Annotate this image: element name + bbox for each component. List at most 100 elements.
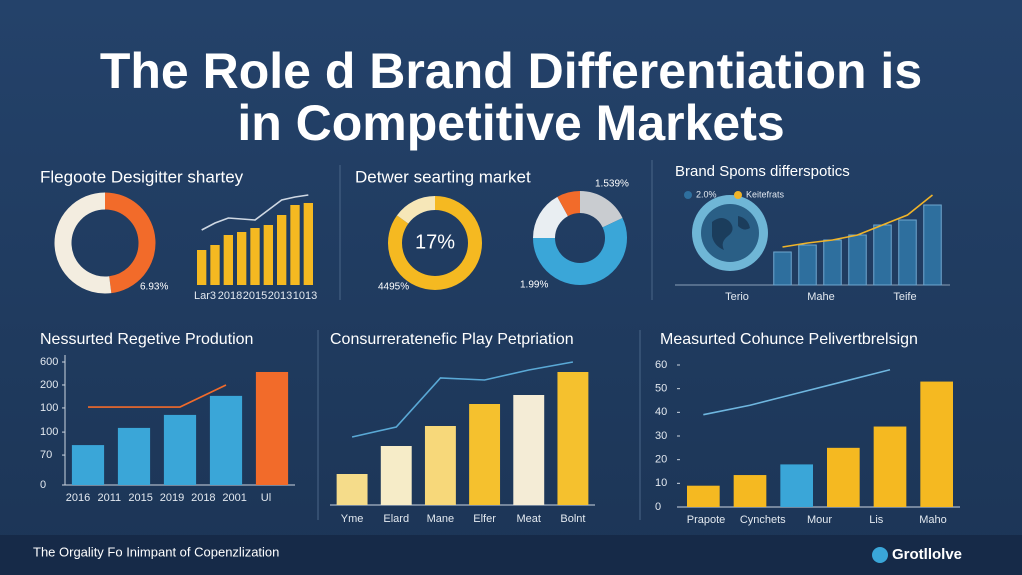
x-label: 2001 — [222, 492, 246, 504]
panel-title: Flegoote Desigitter shartey — [40, 167, 244, 186]
bar — [263, 225, 273, 285]
separators — [317, 160, 653, 520]
bar — [823, 239, 842, 286]
bar — [920, 381, 953, 507]
y-tick-label: 70 — [40, 449, 52, 461]
x-label: Prapote — [687, 514, 726, 526]
bar — [209, 395, 243, 485]
bar — [336, 474, 368, 505]
x-tick-label: Elfer — [473, 513, 496, 525]
x-label: Maho — [919, 514, 947, 526]
logo: Grotllolve — [892, 546, 962, 563]
x-label: 2019 — [160, 492, 184, 504]
footer-bar — [0, 535, 1022, 575]
legend-label: 2.0% — [696, 189, 717, 199]
legend-swatch — [734, 191, 742, 199]
x-label: Cynchets — [740, 514, 786, 526]
x-label: 2016 — [66, 492, 90, 504]
trend-line — [201, 194, 309, 231]
donut-segment — [533, 196, 569, 239]
annotation: 4495% — [378, 282, 409, 293]
trend-line — [351, 361, 574, 438]
bar — [255, 371, 289, 485]
donut-segment — [579, 191, 623, 228]
donut-segment — [104, 192, 156, 294]
y-tick-label: 30 — [655, 430, 667, 442]
x-tick-label: Meat — [517, 513, 541, 525]
y-tick-label: 0 — [40, 479, 46, 491]
bar — [898, 219, 917, 286]
bar — [773, 251, 792, 286]
annotation: 17% — [415, 231, 455, 253]
bar — [237, 232, 247, 285]
bar — [290, 205, 300, 285]
x-label: Mour — [807, 514, 832, 526]
x-label: Ul — [261, 492, 271, 504]
x-label: 2015 — [243, 290, 267, 302]
bar — [557, 372, 589, 505]
donut-segment — [396, 196, 436, 224]
bar — [424, 426, 456, 505]
y-tick-label: 40 — [655, 406, 667, 418]
x-label: Terio — [725, 291, 749, 303]
x-tick-label: Bolnt — [560, 513, 585, 525]
title-line: The Role d Brand Differentiation is — [100, 43, 922, 99]
trend-line — [782, 194, 933, 248]
bar — [513, 395, 545, 505]
x-tick-label: Mane — [427, 513, 455, 525]
bar — [163, 414, 197, 485]
bar — [798, 244, 817, 286]
bar — [733, 475, 767, 507]
bar — [873, 426, 907, 507]
trend-line — [703, 368, 891, 416]
title-line: in Competitive Markets — [237, 95, 784, 151]
panel-title: Measurted Cohunce Pelivertbrelsign — [660, 331, 918, 348]
x-tick-label: Yme — [341, 513, 364, 525]
y-tick-label: 50 — [655, 383, 667, 395]
y-tick-label: 20 — [655, 454, 667, 466]
annotation: 1.99% — [520, 280, 548, 291]
globe — [692, 195, 768, 271]
bar — [197, 250, 207, 285]
bar — [827, 447, 860, 507]
x-label: 2018 — [191, 492, 215, 504]
panel-title: Nessurted Regetive Prodution — [40, 331, 253, 348]
donut-segment — [533, 218, 627, 285]
bar — [223, 235, 233, 285]
panel-title: Brand Spoms differspotics — [675, 163, 850, 180]
logo-icon — [872, 547, 888, 563]
x-label: 1013 — [293, 290, 317, 302]
bar — [210, 245, 220, 285]
bar — [277, 215, 287, 285]
panel-title: Consurreratenefic Play Petpriation — [330, 331, 574, 348]
bar — [923, 204, 942, 286]
bar — [250, 228, 260, 285]
bar — [687, 485, 720, 507]
donut-segment — [388, 196, 482, 290]
trend-line — [88, 384, 227, 408]
y-tick-label: 600 — [40, 356, 58, 368]
x-label: 2015 — [128, 492, 152, 504]
x-tick-label: Elard — [383, 513, 409, 525]
y-tick-label: 60 — [655, 359, 667, 371]
bar — [873, 224, 892, 286]
x-label: 2018 — [218, 290, 242, 302]
bar — [848, 234, 867, 286]
annotation: 1.539% — [595, 179, 629, 190]
x-label: Teife — [893, 291, 916, 303]
x-label: 2013 — [268, 290, 292, 302]
footer-text: The Orgality Fo Inimpant of Copenzlizati… — [33, 544, 279, 559]
x-label: Lis — [869, 514, 884, 526]
y-tick-label: 100 — [40, 402, 58, 414]
panel-title: Detwer searting market — [355, 167, 531, 186]
y-tick-label: 10 — [655, 477, 667, 489]
x-label: 2011 — [98, 492, 122, 504]
y-tick-label: 100 — [40, 426, 58, 438]
annotation: 6.93% — [140, 282, 168, 293]
bar — [780, 464, 813, 507]
legend-label: Keitefrats — [746, 189, 785, 199]
legend-swatch — [684, 191, 692, 199]
y-tick-label: 0 — [655, 501, 661, 513]
bar — [117, 427, 151, 485]
